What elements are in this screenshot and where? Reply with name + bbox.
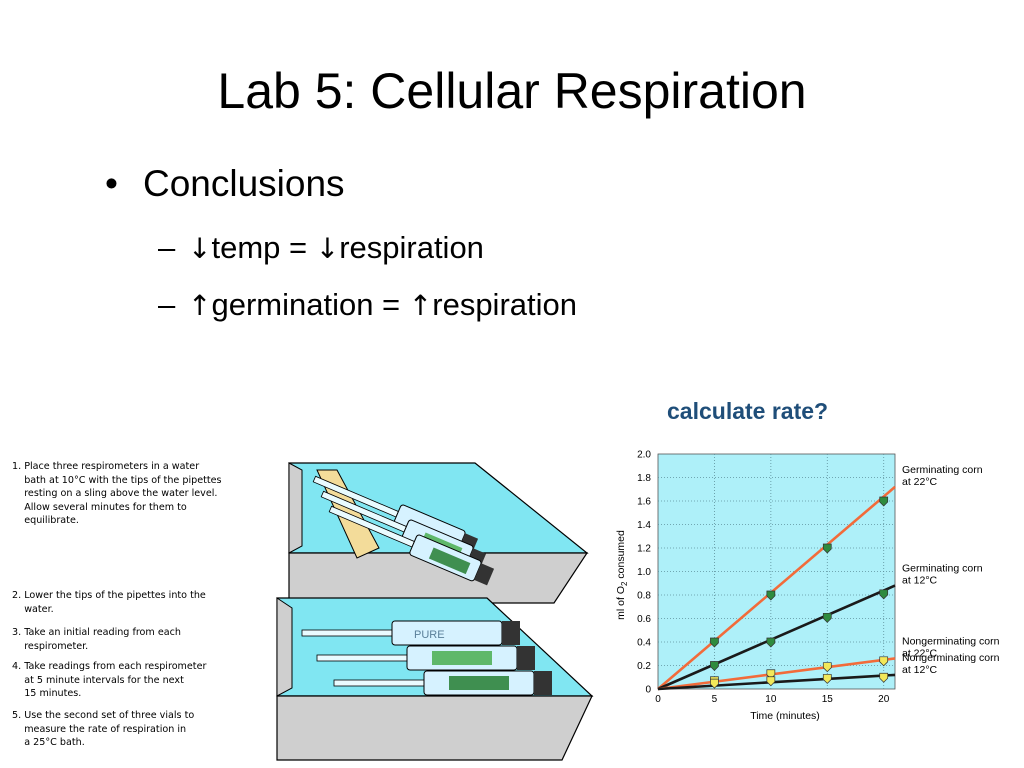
y-tick-label: 1.6: [637, 497, 651, 508]
series-label: at 12°C: [902, 575, 938, 587]
series-label: at 22°C: [902, 647, 938, 659]
series-line: [657, 657, 896, 691]
up-arrow-icon: ↑: [188, 289, 212, 322]
procedure-step-1: 1. Place three respirometers in a water …: [12, 461, 222, 527]
calculate-rate-label: calculate rate?: [667, 398, 829, 424]
y-tick-label: 0.4: [637, 638, 651, 649]
slide-title: Lab 5: Cellular Respiration: [217, 63, 807, 119]
series-label: Germinating corn: [902, 464, 983, 476]
series-line: [657, 485, 896, 690]
data-point-marker: [879, 496, 889, 507]
tray-front: [276, 695, 593, 761]
sub-dash: –: [158, 287, 176, 322]
data-point-marker: [822, 674, 832, 684]
data-point-marker: [879, 589, 889, 600]
data-point-marker: [766, 676, 776, 687]
y-tick-label: 1.2: [637, 544, 651, 555]
procedure-step-4: 4. Take readings from each respirometer …: [12, 661, 207, 700]
vial: [328, 505, 495, 586]
bullet-dot: •: [105, 163, 118, 204]
y-tick-label: 1.0: [637, 567, 651, 578]
data-point-marker: [879, 656, 889, 667]
data-point-marker: [822, 543, 832, 554]
sub-bullet-germination: – ↑germination = ↑respiration: [158, 287, 577, 323]
x-tick-label: 10: [765, 694, 777, 705]
data-point-marker: [822, 662, 832, 673]
bullet-conclusions: • Conclusions: [105, 163, 345, 205]
y-axis-label: ml of O2 consumed: [615, 530, 629, 620]
series-label: at 12°C: [902, 664, 938, 676]
series-markers: [710, 496, 889, 689]
down-arrow-icon: ↓: [315, 232, 340, 265]
sub-bullet-temperature: – ↓temp = ↓respiration: [158, 230, 484, 266]
respirometer-illustration: PURE: [276, 462, 594, 761]
data-point-marker: [766, 637, 776, 648]
vial-label: PURE: [414, 629, 445, 641]
axis-ticks: 0 5 10 15 20 0 0.2 0.4 0.6 0.8 1.0 1.2 1.4 1.6 1.8 2.0: [637, 450, 890, 706]
y-tick-label: 2.0: [637, 450, 651, 461]
x-tick-label: 15: [822, 694, 834, 705]
procedure-step-3: 3. Take an initial reading from each res…: [12, 627, 181, 652]
series-lines: [657, 485, 896, 691]
respiration-chart: 0 5 10 15 2000.20.40.60.81.01.21.41.61.82.0 …: [615, 450, 1000, 723]
grid-lines: [658, 454, 895, 689]
x-axis-label: Time (minutes): [750, 710, 820, 722]
sub2-text: germination =: [211, 287, 409, 322]
up-arrow-icon: ↑: [408, 289, 433, 322]
y-tick-label: 0: [645, 685, 651, 696]
x-tick-label: 20: [878, 694, 890, 705]
sub1-end: respiration: [339, 230, 484, 265]
procedure-step-2: 2. Lower the tips of the pipettes into t…: [12, 590, 206, 615]
series-line: [657, 673, 896, 691]
data-point-marker: [710, 661, 719, 671]
series-label: at 22°C: [902, 476, 938, 488]
bullet-text: Conclusions: [143, 163, 345, 204]
data-point-marker: [879, 672, 889, 683]
water-bath-bottom: PURE: [276, 597, 594, 761]
x-tick-label: 0: [655, 694, 661, 705]
series-label: Nongerminating corn: [902, 635, 1000, 647]
series-label: Germinating corn: [902, 563, 983, 575]
y-tick-label: 0.8: [637, 591, 651, 602]
sub2-end: respiration: [432, 287, 577, 322]
vial: PURE: [301, 620, 520, 646]
data-point-marker: [710, 678, 719, 689]
down-arrow-icon: ↓: [188, 232, 212, 265]
vial: [333, 670, 552, 696]
sub1-text: temp =: [211, 230, 316, 265]
x-tick-label: 5: [712, 694, 718, 705]
data-point-marker: [822, 612, 832, 623]
series-label: Nongerminating corn: [902, 652, 1000, 664]
vial: [316, 645, 535, 671]
water-bath-top: [288, 462, 589, 604]
tray-front: [288, 552, 589, 604]
y-tick-label: 1.4: [637, 520, 651, 531]
data-point-marker: [710, 637, 719, 648]
tray-side: [276, 597, 293, 697]
y-tick-label: 1.8: [637, 473, 651, 484]
data-point-marker: [766, 590, 776, 601]
series-line: [657, 584, 896, 691]
procedure-step-5: 5. Use the second set of three vials to …: [12, 710, 195, 749]
y-tick-label: 0.2: [637, 661, 651, 672]
tray-side: [288, 462, 303, 554]
y-tick-label: 0.6: [637, 614, 651, 625]
sub-dash: –: [158, 230, 176, 265]
